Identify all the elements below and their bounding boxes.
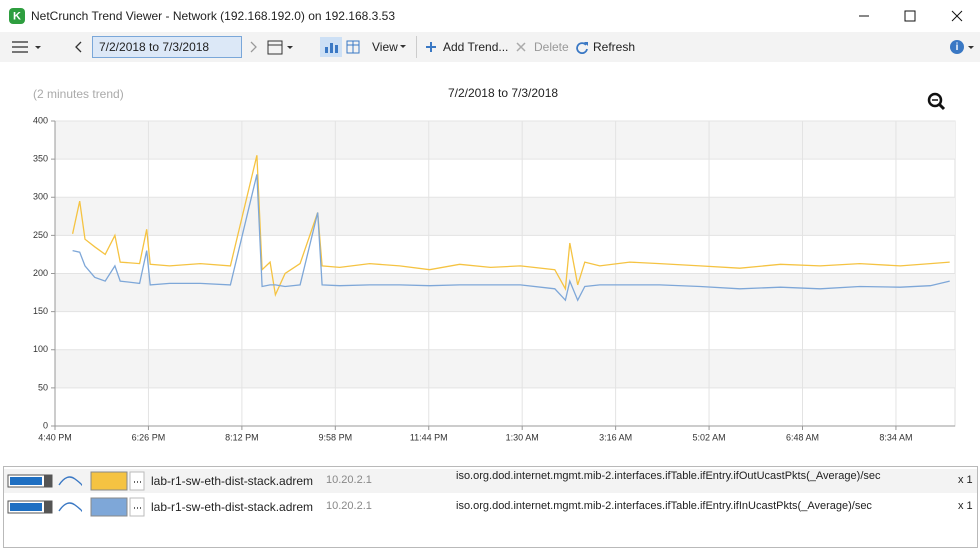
- x-tick-label: 4:40 PM: [38, 432, 72, 442]
- host-name: lab-r1-sw-eth-dist-stack.adrem: [151, 474, 314, 488]
- prev-button[interactable]: [74, 40, 84, 54]
- scale-slider-fill: [10, 477, 42, 485]
- x-tick-label: 6:48 AM: [786, 432, 819, 442]
- refresh-icon: [576, 42, 588, 54]
- ip-address: 10.20.2.1: [326, 500, 372, 512]
- legend-row[interactable]: lab-r1-sw-eth-dist-stack.adrem 10.20.2.1 i…: [4, 495, 977, 519]
- series-line: [72, 174, 950, 302]
- date-range-text: 7/2/2018 to 7/3/2018: [99, 40, 210, 54]
- chart: (2 minutes trend) 7/2/2018 to 7/3/2018 0…: [33, 86, 956, 442]
- color-swatch: [90, 471, 128, 491]
- zoom-button[interactable]: [927, 92, 946, 111]
- refresh-button[interactable]: Refresh: [593, 40, 636, 54]
- svg-text:K: K: [13, 10, 21, 22]
- x-tick-label: 11:44 PM: [410, 432, 448, 442]
- info-button[interactable]: i: [950, 39, 976, 55]
- ip-address: 10.20.2.1: [326, 474, 372, 486]
- y-tick-label: 100: [33, 344, 48, 354]
- add-icon: [426, 42, 436, 52]
- grid-band: [55, 349, 955, 388]
- y-tick-label: 200: [33, 268, 48, 278]
- more-button: [129, 497, 145, 517]
- x-tick-label: 8:12 PM: [225, 432, 259, 442]
- color-swatch: [90, 497, 128, 517]
- chart-subtitle: (2 minutes trend): [33, 87, 124, 101]
- x-tick-label: 8:34 AM: [879, 432, 912, 442]
- svg-text:i: i: [956, 42, 959, 53]
- x-tick-label: 3:16 AM: [599, 432, 632, 442]
- view-toggle[interactable]: [320, 37, 364, 57]
- view-caret: [400, 45, 406, 48]
- x-tick-label: 5:02 AM: [693, 432, 726, 442]
- series-line: [71, 155, 950, 298]
- date-range-input[interactable]: 7/2/2018 to 7/3/2018: [92, 36, 242, 58]
- scale-slider-knob: [44, 475, 52, 487]
- menu-button[interactable]: [12, 40, 44, 54]
- y-tick-label: 250: [33, 230, 48, 240]
- counter-name: iso.org.dod.internet.mgmt.mib-2.interfac…: [456, 470, 881, 482]
- title-bar: K NetCrunch Trend Viewer - Network (192.…: [0, 0, 980, 33]
- add-trend-button[interactable]: Add Trend...: [443, 40, 509, 54]
- window-title: NetCrunch Trend Viewer - Network (192.16…: [31, 9, 395, 23]
- toolbar: 7/2/2018 to 7/3/2018 View Add Trend... D…: [0, 32, 980, 62]
- calendar-button[interactable]: [248, 40, 298, 56]
- y-tick-label: 400: [33, 115, 48, 125]
- line-style-icon: [58, 502, 83, 512]
- grid-band: [55, 273, 955, 312]
- x-tick-label: 1:30 AM: [506, 432, 539, 442]
- row-controls[interactable]: [7, 470, 147, 492]
- window-controls[interactable]: [855, 8, 975, 24]
- legend-row[interactable]: lab-r1-sw-eth-dist-stack.adrem 10.20.2.1 i…: [4, 469, 977, 493]
- counter-name: iso.org.dod.internet.mgmt.mib-2.interfac…: [456, 500, 872, 512]
- scale-slider-knob: [44, 501, 52, 513]
- x-tick-label: 6:26 PM: [132, 432, 166, 442]
- y-tick-label: 350: [33, 154, 48, 164]
- y-tick-label: 300: [33, 192, 48, 202]
- y-tick-label: 50: [38, 382, 48, 392]
- separator: [416, 36, 417, 58]
- chart-title: 7/2/2018 to 7/3/2018: [448, 86, 558, 100]
- app-icon: K: [9, 8, 25, 24]
- scale-label: x 1: [958, 500, 973, 512]
- y-tick-label: 0: [43, 420, 48, 430]
- grid-band: [55, 121, 955, 160]
- row-controls[interactable]: [7, 496, 147, 518]
- delete-icon: [516, 42, 526, 52]
- grid-band: [55, 197, 955, 236]
- host-name: lab-r1-sw-eth-dist-stack.adrem: [151, 500, 314, 514]
- trend-legend: lab-r1-sw-eth-dist-stack.adrem 10.20.2.1 i…: [3, 466, 978, 548]
- scale-slider-fill: [10, 503, 42, 511]
- delete-button[interactable]: Delete: [534, 40, 569, 54]
- view-menu[interactable]: View: [372, 40, 398, 54]
- x-tick-label: 9:58 PM: [319, 432, 353, 442]
- y-tick-label: 150: [33, 306, 48, 316]
- more-button: [129, 471, 145, 491]
- line-style-icon: [58, 476, 83, 486]
- scale-label: x 1: [958, 474, 973, 486]
